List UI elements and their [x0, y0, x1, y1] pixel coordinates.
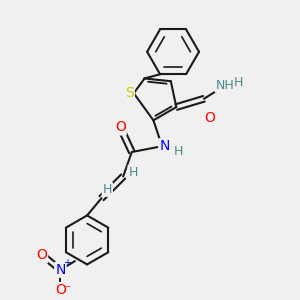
Text: ⁻: ⁻	[64, 284, 71, 296]
Text: N: N	[159, 139, 170, 153]
Text: H: H	[103, 183, 112, 196]
Text: O: O	[204, 111, 215, 125]
Text: H: H	[234, 76, 243, 89]
Text: H: H	[174, 145, 184, 158]
Text: S: S	[125, 86, 134, 100]
Text: O: O	[36, 248, 47, 262]
Text: N: N	[55, 263, 66, 277]
Text: O: O	[55, 283, 66, 297]
Text: O: O	[115, 121, 126, 134]
Text: +: +	[63, 259, 71, 269]
Text: H: H	[128, 166, 138, 179]
Text: NH: NH	[216, 79, 234, 92]
